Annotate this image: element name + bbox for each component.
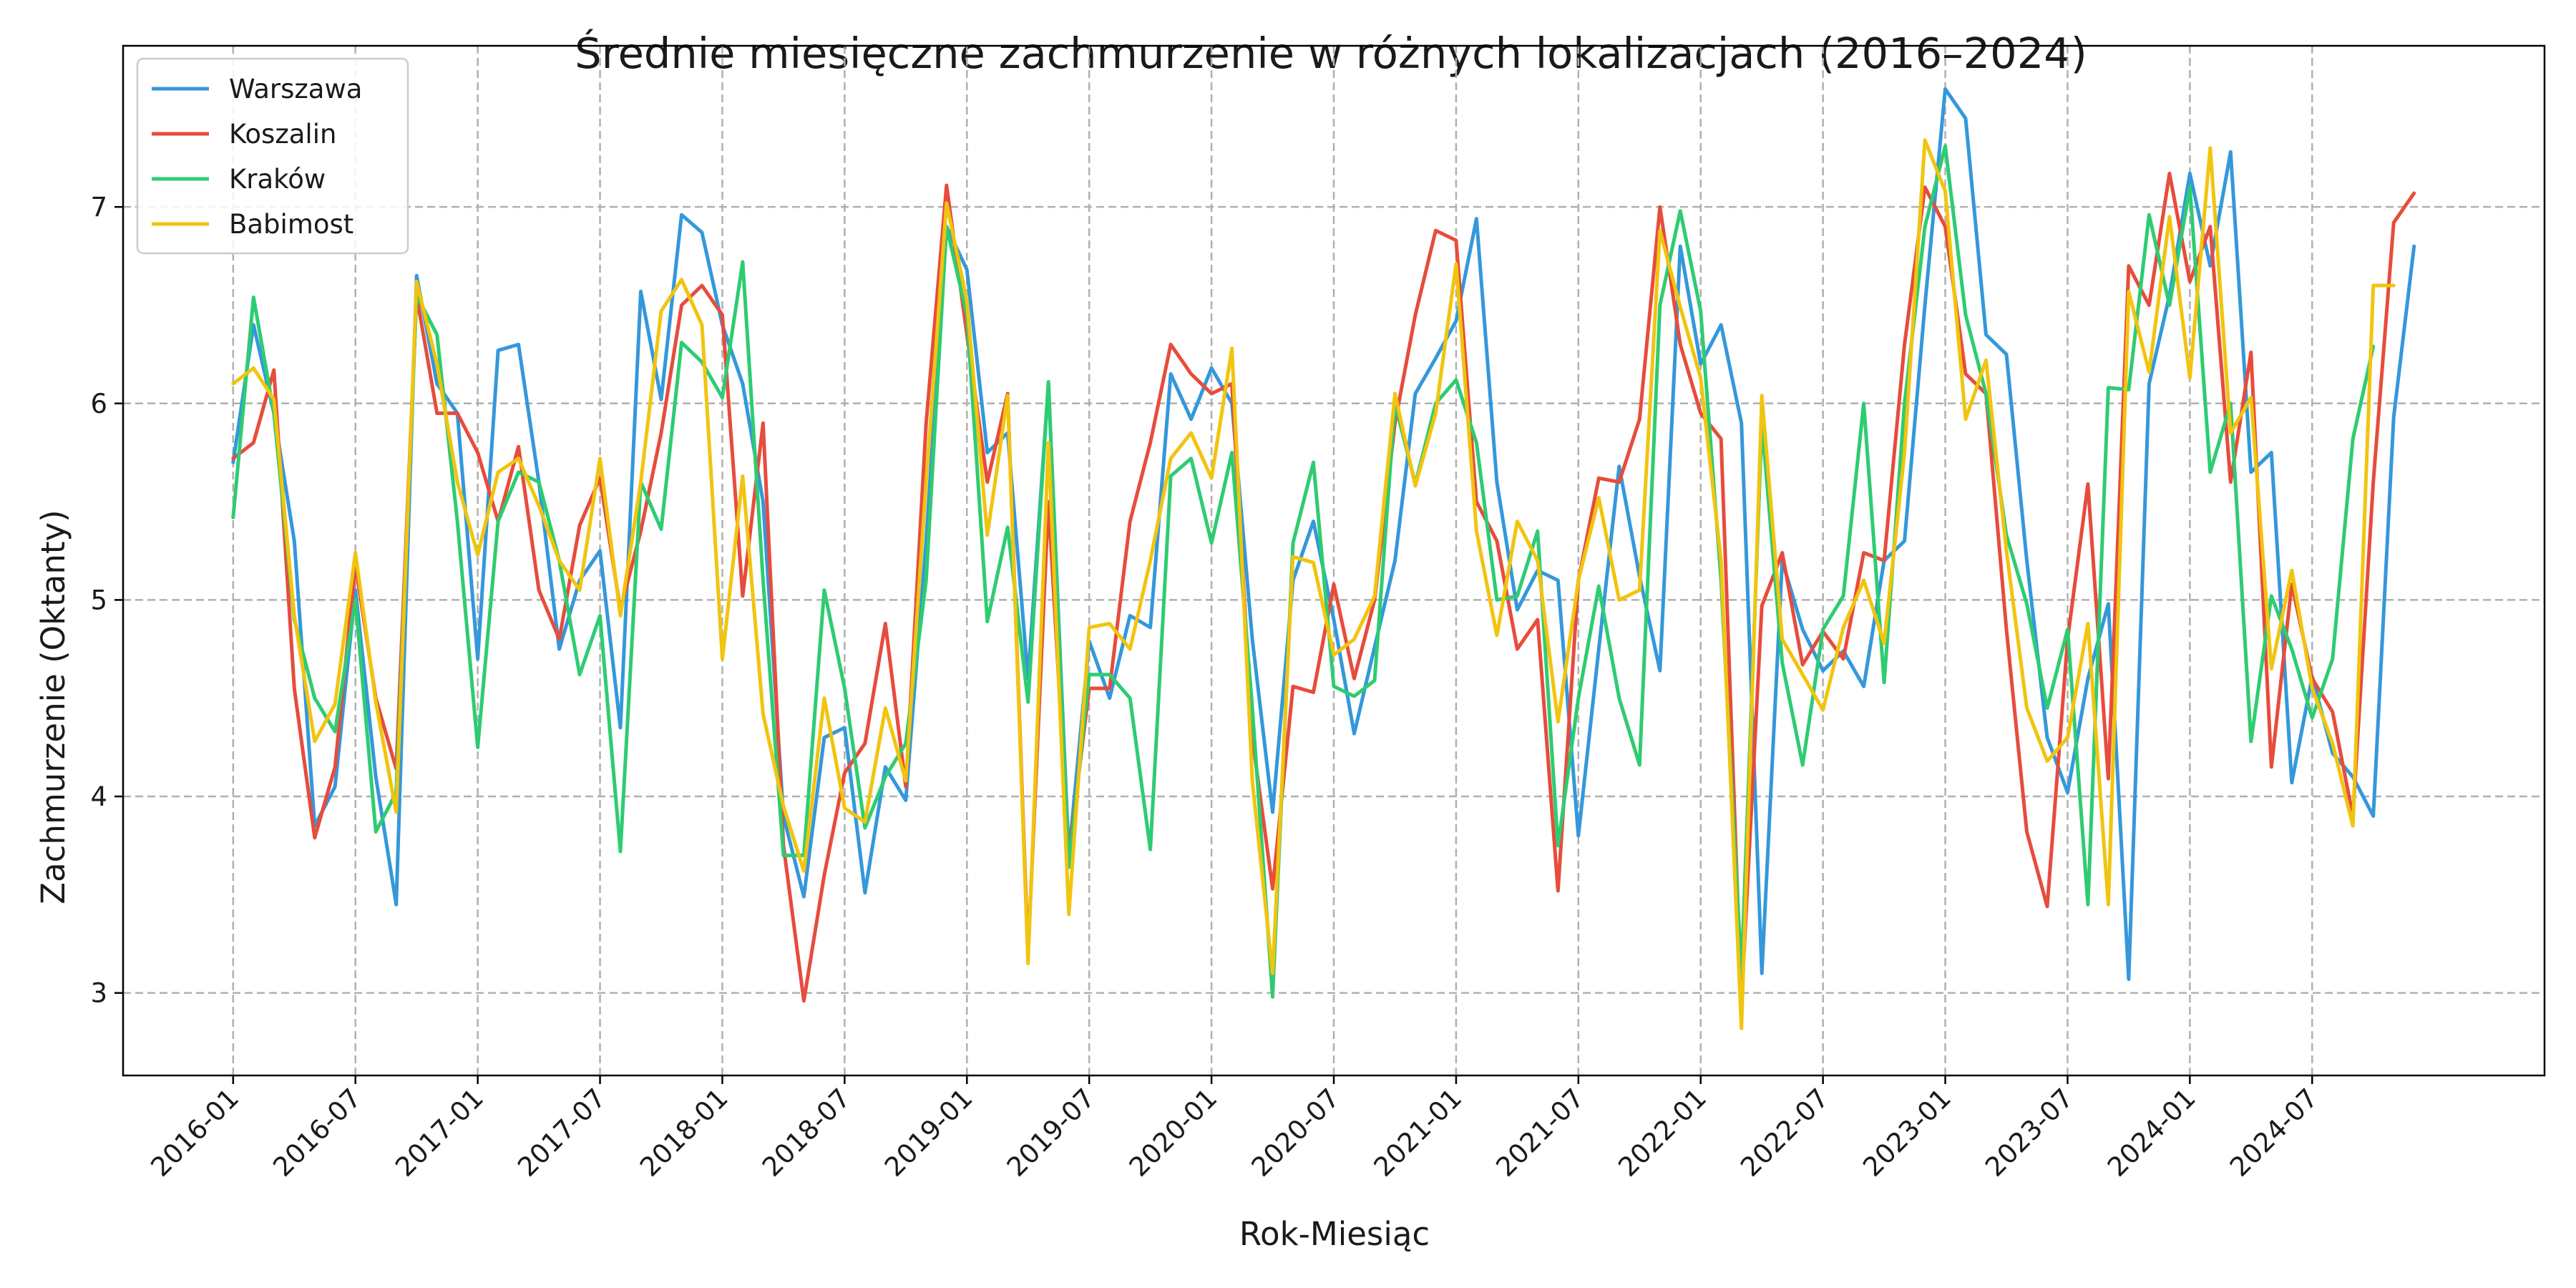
y-axis-label: Zachmurzenie (Oktanty): [34, 509, 72, 904]
y-tick-label: 6: [90, 389, 107, 419]
legend-label: Koszalin: [229, 119, 336, 150]
legend: Warszawa Koszalin Kraków Babimost: [136, 57, 409, 255]
legend-label: Babimost: [229, 209, 353, 240]
legend-box: [136, 57, 409, 255]
chart-title: Średnie miesięczne zachmurzenie w różnyc…: [575, 29, 2087, 78]
y-tick-label: 3: [90, 978, 107, 1009]
series-layer: [231, 87, 2416, 1030]
x-axis-label: Rok-Miesiąc: [1239, 1215, 1430, 1253]
series-line-krakow: [231, 144, 2376, 999]
legend-label: Warszawa: [229, 74, 362, 104]
legend-label: Kraków: [229, 164, 326, 195]
y-tick-label: 5: [90, 585, 107, 615]
y-tick-label: 4: [90, 781, 107, 812]
y-tick-label: 7: [90, 192, 107, 223]
series-line-babimost: [231, 138, 2396, 1030]
